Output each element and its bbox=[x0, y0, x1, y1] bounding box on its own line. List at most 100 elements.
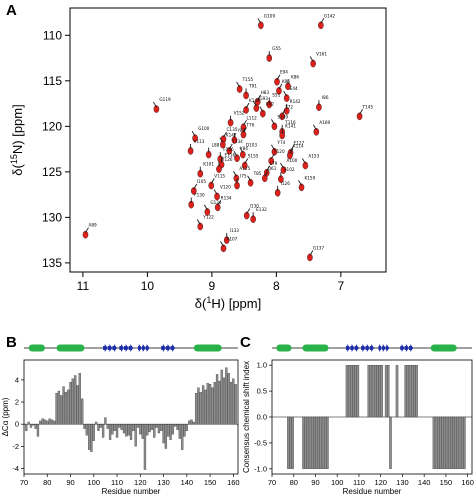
delta-ca-bar bbox=[43, 419, 47, 425]
spectrum-x-axis-title: δ(1H) [ppm] bbox=[195, 295, 261, 311]
spectrum-peak bbox=[243, 211, 250, 220]
ss-strand bbox=[400, 344, 405, 352]
spectrum-peak bbox=[310, 59, 316, 68]
peak-label: I126 bbox=[281, 181, 291, 186]
spectrum-peak bbox=[240, 150, 246, 159]
peak-label: E132 bbox=[256, 207, 267, 212]
panel-label-c: C bbox=[240, 334, 251, 351]
peak-arrow bbox=[280, 162, 284, 169]
peak-arrow bbox=[153, 101, 157, 108]
delta-ca-bar bbox=[111, 424, 114, 435]
peak-arrow bbox=[244, 158, 249, 164]
spectrum-peak bbox=[192, 134, 198, 142]
delta-ca-bar bbox=[225, 367, 228, 425]
ss-helix bbox=[430, 344, 457, 352]
spectrum-peak bbox=[197, 222, 204, 231]
spectrum-peak bbox=[274, 77, 280, 86]
csi-bar bbox=[352, 365, 355, 418]
spectrum-peak bbox=[318, 21, 324, 30]
csi-y-tick-label: 0.0 bbox=[257, 413, 267, 422]
csi-bar bbox=[287, 416, 290, 469]
peak-label: E116 bbox=[225, 153, 236, 158]
ss-helix bbox=[276, 344, 292, 352]
peak-arrow bbox=[252, 100, 257, 107]
csi-bar bbox=[450, 416, 453, 469]
peak-label: C135 bbox=[226, 127, 237, 132]
ss-strand bbox=[365, 344, 370, 352]
peak-label: T134 bbox=[231, 139, 243, 144]
delta-ca-bar bbox=[34, 424, 37, 429]
spectrum-x-tick-label: 7 bbox=[338, 279, 345, 293]
spectrum-peak bbox=[261, 174, 268, 183]
peak-arrow bbox=[223, 131, 227, 138]
spectrum-peak bbox=[302, 161, 309, 170]
csi-bar bbox=[302, 416, 305, 469]
delta-ca-bar bbox=[148, 424, 151, 433]
spectrum-peak bbox=[253, 104, 260, 112]
spectrum-peak bbox=[280, 166, 287, 174]
peak-label: Y122 bbox=[202, 214, 214, 219]
spectrum-peak bbox=[226, 147, 233, 155]
peak-label: A100 bbox=[286, 158, 297, 163]
spectrum-x-tick-label: 8 bbox=[273, 279, 280, 293]
ss-helix bbox=[28, 344, 45, 352]
peak-label: E44 bbox=[290, 86, 298, 91]
peak-arrow bbox=[245, 102, 250, 109]
delta-ca-bar bbox=[57, 390, 61, 425]
csi-bar bbox=[347, 365, 351, 418]
spectrum-peak bbox=[313, 128, 320, 136]
peak-label: H83 bbox=[261, 90, 270, 95]
peak-arrow bbox=[312, 124, 317, 131]
delta-ca-bar bbox=[41, 418, 44, 425]
delta-ca-bar bbox=[178, 424, 181, 439]
peak-label: Y84 bbox=[239, 146, 248, 151]
delta-ca-bar bbox=[150, 424, 154, 430]
delta-ca-bar bbox=[234, 384, 237, 425]
ss-helix bbox=[56, 344, 85, 352]
ss-strand bbox=[124, 344, 129, 352]
peak-label: G142 bbox=[324, 13, 336, 18]
peak-label: S102 bbox=[284, 167, 295, 172]
delta-ca-x-axis-title: Residue number bbox=[102, 487, 161, 496]
spectrum-peak bbox=[243, 106, 249, 114]
delta-ca-bar bbox=[118, 424, 121, 428]
panel-label-b: B bbox=[6, 334, 17, 351]
peak-label: V120 bbox=[220, 184, 231, 189]
csi-bar bbox=[404, 365, 407, 418]
spectrum-peak bbox=[220, 244, 227, 253]
csi-bar bbox=[369, 365, 373, 418]
delta-ca-x-tick-label: 70 bbox=[20, 478, 28, 487]
delta-ca-bar bbox=[194, 393, 198, 425]
delta-ca-bar bbox=[46, 420, 49, 425]
csi-x-tick-label: 140 bbox=[418, 478, 431, 487]
ss-strand bbox=[385, 344, 390, 352]
peak-arrow bbox=[233, 150, 238, 157]
delta-ca-x-tick-label: 120 bbox=[134, 478, 147, 487]
csi-bar bbox=[315, 416, 318, 469]
delta-ca-bar bbox=[87, 424, 91, 450]
csi-x-tick-label: 120 bbox=[374, 478, 387, 487]
peak-label: V161 bbox=[316, 52, 327, 57]
peak-label: R142 bbox=[290, 99, 301, 104]
delta-ca-bar bbox=[27, 421, 30, 425]
delta-ca-bar bbox=[125, 424, 128, 437]
csi-bar bbox=[345, 365, 349, 418]
peak-label: T76 bbox=[245, 123, 254, 128]
delta-ca-bar bbox=[81, 398, 84, 425]
peak-label: K141 bbox=[285, 123, 296, 128]
spectrum-peak bbox=[214, 192, 220, 201]
csi-x-tick-label: 80 bbox=[290, 478, 298, 487]
peak-label: Y74 bbox=[276, 140, 285, 145]
delta-ca-bar bbox=[85, 424, 88, 436]
peak-label: G55 bbox=[272, 46, 281, 51]
delta-ca-bar bbox=[183, 424, 186, 437]
peak-arrow bbox=[196, 219, 201, 225]
spectrum-peak bbox=[214, 203, 221, 212]
peak-label: I130 bbox=[250, 204, 260, 209]
delta-ca-bar bbox=[174, 424, 177, 427]
csi-bar bbox=[458, 416, 462, 469]
delta-ca-plot-frame bbox=[23, 359, 239, 475]
delta-ca-bar bbox=[136, 424, 140, 428]
peak-label: G109 bbox=[264, 13, 276, 18]
delta-ca-bar bbox=[206, 383, 209, 425]
